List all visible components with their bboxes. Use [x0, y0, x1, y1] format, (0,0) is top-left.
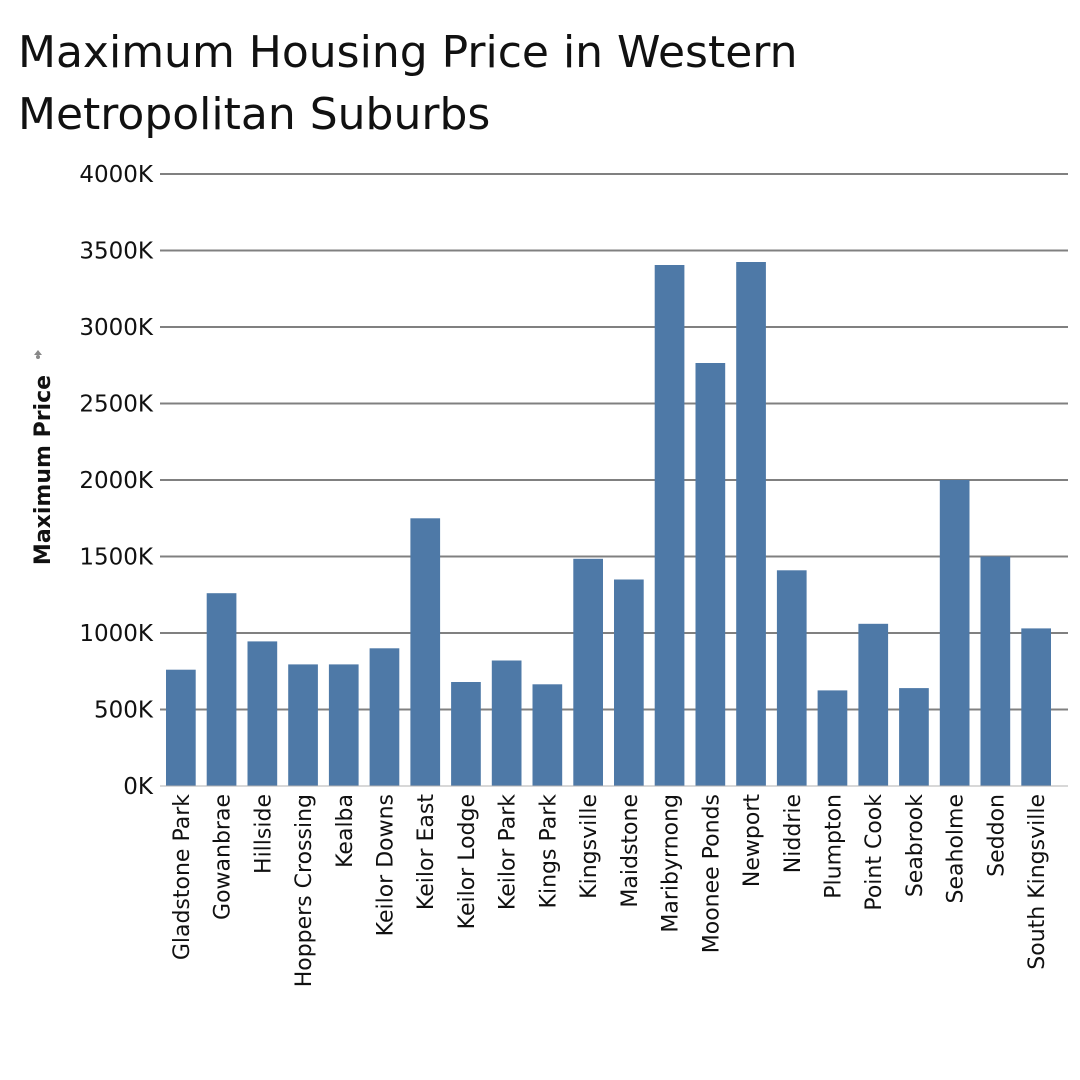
- chart-title: Maximum Housing Price in Western Metropo…: [18, 27, 798, 140]
- bar[interactable]: [980, 556, 1011, 787]
- x-tick-label: Gowanbrae: [211, 794, 236, 920]
- bar[interactable]: [899, 688, 929, 786]
- bar[interactable]: [369, 648, 400, 786]
- x-tick-label: Seaholme: [944, 794, 969, 903]
- bar[interactable]: [247, 641, 278, 786]
- y-tick-label: 2500K: [79, 392, 154, 418]
- x-tick-label: Keilor East: [414, 794, 439, 910]
- x-tick-label: Seabrook: [903, 794, 928, 897]
- sort-icon[interactable]: [34, 350, 42, 359]
- bar[interactable]: [817, 690, 848, 786]
- y-axis-title-group: Maximum Price: [31, 375, 56, 565]
- bar[interactable]: [573, 558, 603, 786]
- x-tick-label: Hoppers Crossing: [292, 794, 317, 987]
- x-tick-label: Kealba: [333, 794, 358, 868]
- x-tick-label: Kingsville: [577, 794, 602, 899]
- y-tick-label: 3000K: [79, 315, 154, 341]
- sort-icon-dot: [36, 355, 40, 359]
- x-tick-label: Hillside: [251, 794, 276, 874]
- bar[interactable]: [695, 363, 726, 786]
- bar[interactable]: [736, 262, 766, 786]
- x-axis-labels: Gladstone Park Gowanbrae Hillside Hoppers C…: [170, 794, 1050, 988]
- y-tick-label: 500K: [94, 698, 154, 724]
- bar[interactable]: [166, 669, 196, 786]
- bar[interactable]: [491, 660, 522, 787]
- y-axis-title: Maximum Price: [31, 375, 56, 565]
- y-axis-ticks: 0K 500K 1000K 1500K 2000K 2500K 3000K 3500K 4000…: [79, 162, 154, 800]
- y-tick-label: 0K: [123, 774, 154, 800]
- x-tick-label: Newport: [740, 794, 765, 887]
- bars: [166, 262, 1051, 787]
- x-tick-label: Plumpton: [822, 794, 847, 899]
- x-tick-label: Maidstone: [618, 794, 643, 908]
- bar[interactable]: [328, 664, 359, 786]
- y-tick-label: 2000K: [79, 468, 154, 494]
- y-tick-label: 1500K: [79, 545, 154, 571]
- bar[interactable]: [206, 593, 237, 786]
- x-tick-label: Moonee Ponds: [699, 794, 724, 953]
- x-tick-label: Niddrie: [781, 794, 806, 873]
- bar[interactable]: [654, 265, 685, 786]
- x-tick-label: South Kingsville: [1025, 794, 1050, 970]
- x-tick-label: Keilor Downs: [374, 794, 399, 936]
- bar[interactable]: [288, 664, 318, 786]
- bar[interactable]: [410, 518, 441, 787]
- x-tick-label: Keilor Lodge: [455, 794, 480, 929]
- sort-icon-shape: [34, 350, 42, 355]
- y-tick-label: 4000K: [79, 162, 154, 188]
- x-tick-label: Gladstone Park: [170, 794, 195, 960]
- bar[interactable]: [532, 684, 563, 786]
- bar[interactable]: [451, 682, 481, 786]
- bar[interactable]: [776, 570, 807, 786]
- x-tick-label: Maribyrnong: [659, 794, 684, 933]
- x-tick-label: Kings Park: [536, 794, 561, 909]
- bar[interactable]: [614, 579, 644, 787]
- bar[interactable]: [1021, 628, 1051, 786]
- x-tick-label: Keilor Park: [496, 794, 521, 910]
- bar[interactable]: [939, 480, 970, 786]
- x-tick-label: Point Cook: [862, 794, 887, 911]
- bar[interactable]: [858, 623, 889, 786]
- y-tick-label: 1000K: [79, 621, 154, 647]
- x-tick-label: Seddon: [984, 794, 1009, 877]
- gridlines: [160, 173, 1068, 711]
- y-tick-label: 3500K: [79, 239, 154, 265]
